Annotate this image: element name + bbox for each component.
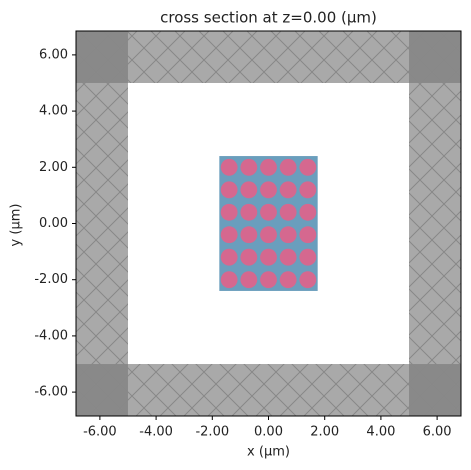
x-tick-label: -6.00: [83, 425, 117, 440]
cylinder: [299, 226, 317, 244]
y-axis-label: y (μm): [9, 204, 24, 247]
slab: [219, 156, 318, 291]
pml-corner-hatch: [409, 364, 461, 416]
pml-right-hatch: [409, 82, 461, 365]
cylinder: [260, 158, 277, 176]
cylinder: [220, 181, 238, 199]
x-tick-label: -2.00: [195, 425, 229, 440]
cylinder: [279, 248, 297, 266]
chart-title: cross section at z=0.00 (μm): [160, 9, 377, 27]
cylinder: [240, 158, 258, 176]
cylinder: [240, 226, 258, 244]
cylinder: [279, 158, 297, 176]
cylinder: [220, 226, 238, 244]
cylinder: [279, 203, 297, 221]
x-tick-label: 6.00: [423, 425, 452, 440]
cylinder: [240, 203, 258, 221]
cylinder: [240, 248, 258, 266]
cylinder: [260, 226, 277, 244]
cylinder: [220, 271, 238, 289]
pml-bottom-hatch: [127, 364, 410, 416]
cylinder: [279, 226, 297, 244]
y-tick-label: 0.00: [39, 216, 68, 231]
cylinder: [240, 181, 258, 199]
y-tick-label: -6.00: [34, 385, 68, 400]
plot-area: [76, 31, 461, 416]
x-axis-label: x (μm): [247, 445, 290, 460]
y-tick-label: -4.00: [34, 328, 68, 343]
x-tick-label: 4.00: [366, 425, 395, 440]
cylinder: [260, 181, 277, 199]
cylinder: [220, 158, 238, 176]
pml-top-hatch: [127, 31, 410, 83]
cylinder: [299, 248, 317, 266]
cylinder: [260, 248, 277, 266]
y-tick-label: 4.00: [39, 104, 68, 119]
pml-corner-hatch: [76, 31, 128, 83]
pml-left-hatch: [76, 82, 128, 365]
x-tick-label: 2.00: [310, 425, 339, 440]
cylinder: [299, 181, 317, 199]
pml-corner-hatch: [76, 364, 128, 416]
y-tick-label: 6.00: [39, 47, 68, 62]
cylinder: [279, 271, 297, 289]
cylinder: [260, 203, 277, 221]
pml-corner-hatch: [409, 31, 461, 83]
x-tick-label: -4.00: [139, 425, 173, 440]
cylinder: [220, 248, 238, 266]
cylinder: [299, 271, 317, 289]
cylinder: [299, 203, 317, 221]
x-tick-label: 0.00: [254, 425, 283, 440]
cylinder: [260, 271, 277, 289]
cylinder: [220, 203, 238, 221]
cylinder: [299, 158, 317, 176]
cylinder: [240, 271, 258, 289]
y-tick-label: -2.00: [34, 272, 68, 287]
y-tick-label: 2.00: [39, 160, 68, 175]
cylinder: [279, 181, 297, 199]
